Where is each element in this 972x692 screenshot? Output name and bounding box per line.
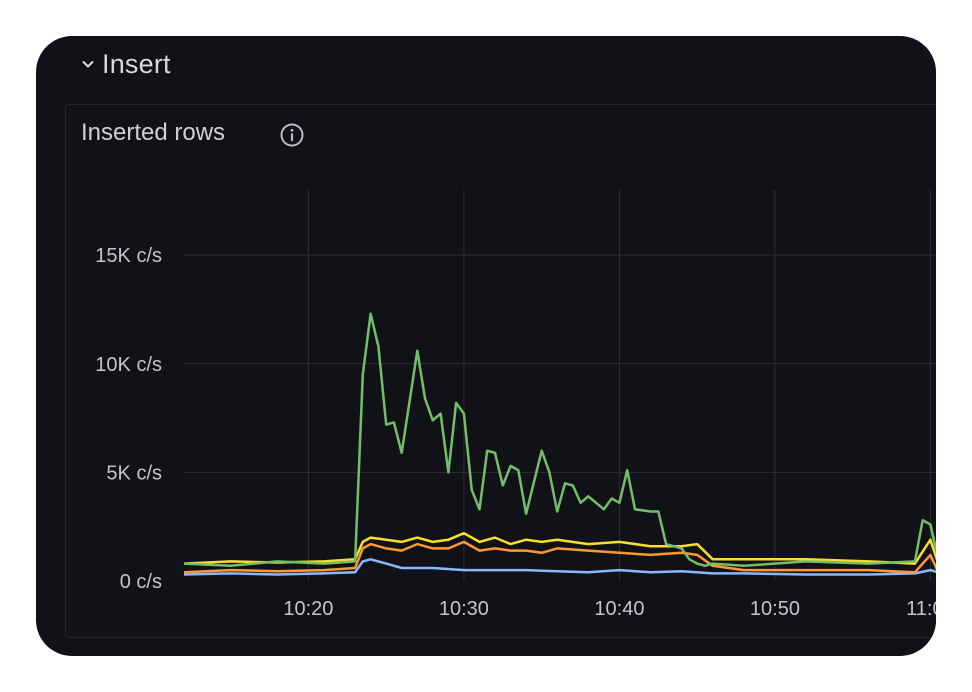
series-line xyxy=(184,312,936,568)
row-title: Insert xyxy=(102,48,171,79)
y-tick-label: 15K c/s xyxy=(95,245,162,267)
panel-inserted-rows[interactable]: Inserted rows 0 c/s 5K c/s 10K c/s 15K c/s 1… xyxy=(65,104,936,638)
y-tick-label: 10K c/s xyxy=(95,354,162,376)
panel-title: Inserted rows xyxy=(81,119,226,146)
y-tick-label: 0 c/s xyxy=(120,571,162,593)
chevron-down-icon xyxy=(82,61,94,68)
x-tick-label: 10:40 xyxy=(594,598,644,620)
dashboard-window: Insert Inserted rows 0 c/s 5K c/s 10K c/s 1… xyxy=(36,36,936,656)
line-chart: 0 c/s 5K c/s 10K c/s 15K c/s 10:20 10:30 10:40… xyxy=(95,190,936,620)
x-tick-label: 10:50 xyxy=(750,598,800,620)
x-tick-label: 10:30 xyxy=(439,598,489,620)
y-tick-label: 5K c/s xyxy=(106,462,162,484)
series-line xyxy=(184,540,936,574)
info-circle-icon[interactable] xyxy=(279,122,305,148)
series-line xyxy=(184,558,936,576)
x-tick-label: 10:20 xyxy=(283,598,333,620)
series-line xyxy=(184,531,936,565)
x-tick-label: 11:00 xyxy=(906,598,936,620)
row-toggle-insert[interactable]: Insert xyxy=(80,46,171,82)
